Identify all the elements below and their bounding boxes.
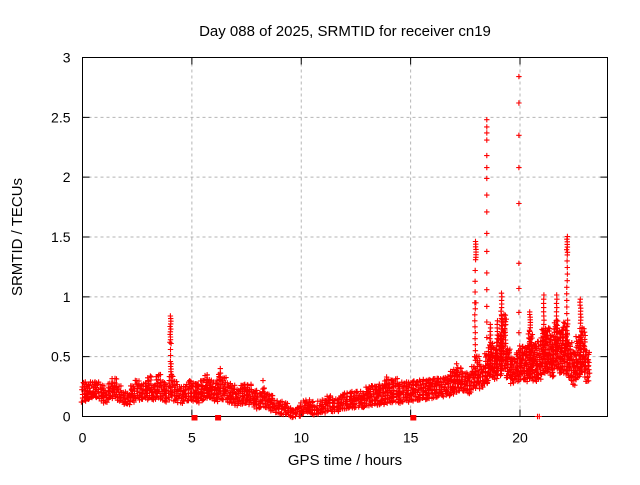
y-tick-label: 0 <box>63 409 71 425</box>
y-tick-label: 3 <box>63 50 71 66</box>
y-tick-label: 2.5 <box>51 109 71 125</box>
x-tick-label: 5 <box>188 430 196 446</box>
x-tick-label: 15 <box>403 430 419 446</box>
x-axis-label: GPS time / hours <box>287 452 403 469</box>
y-tick-label: 1.5 <box>51 229 71 245</box>
y-tick-label: 0.5 <box>51 349 71 365</box>
scatter-points <box>78 73 593 421</box>
chart-title: Day 088 of 2025, SRMTID for receiver cn1… <box>199 23 491 40</box>
y-axis-label: SRMTID / TECUs <box>9 177 26 297</box>
grid-lines <box>82 57 608 417</box>
x-tick-label: 0 <box>79 430 87 446</box>
y-tick-label: 2 <box>63 169 71 185</box>
axis-ticks <box>82 57 608 417</box>
x-tick-label: 20 <box>512 430 528 446</box>
y-tick-label: 1 <box>63 289 71 305</box>
zero-value-markers <box>191 415 417 421</box>
x-tick-label: 10 <box>293 430 309 446</box>
